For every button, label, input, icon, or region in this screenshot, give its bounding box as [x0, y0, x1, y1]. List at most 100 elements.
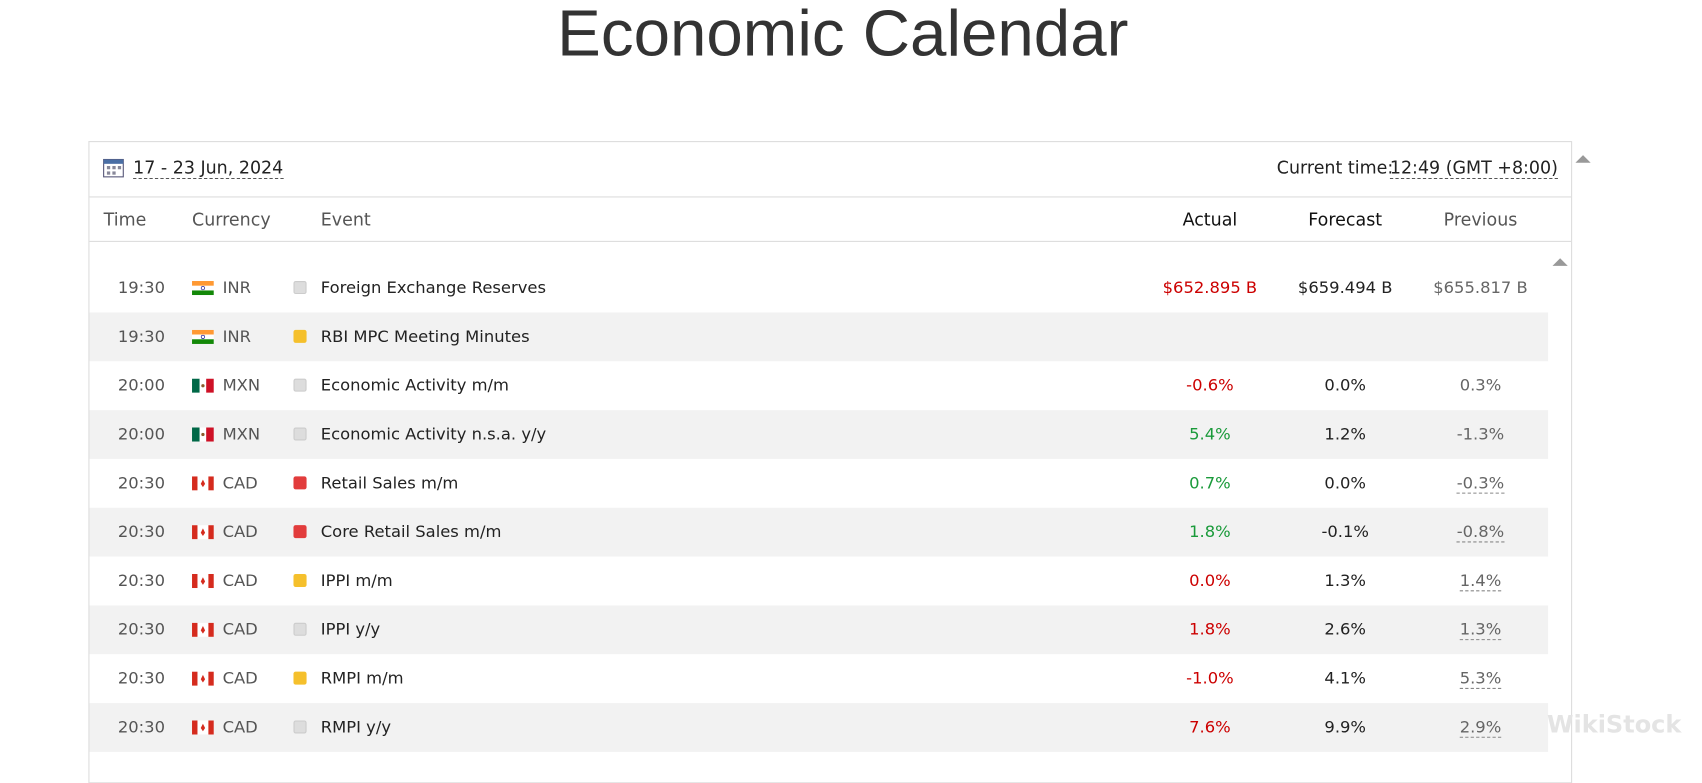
flag-icon [192, 622, 214, 637]
previous-value: -0.3% [1404, 459, 1557, 508]
page-title: Economic Calendar [557, 0, 1129, 70]
previous-text: 0.3% [1459, 375, 1502, 395]
column-header: Currency [192, 209, 271, 231]
time: 20:30 [117, 473, 165, 493]
flag-icon [192, 281, 214, 296]
time: 20:30 [117, 619, 165, 640]
forecast-value: 0.0% [1324, 375, 1366, 395]
flag-icon [192, 329, 214, 344]
importance-icon [293, 720, 307, 734]
time: 20:30 [117, 717, 165, 737]
currency: MXN [222, 424, 261, 444]
time: 20:00 [117, 375, 165, 395]
currency: MXN [222, 375, 261, 395]
table-header: Time Currency Event Actual Forecast Previous [89, 197, 1572, 242]
previous-value: 5.3% [1404, 654, 1557, 703]
forecast-value: 0.0% [1324, 473, 1366, 493]
currency: CAD [222, 473, 258, 493]
column-header: Actual [1182, 209, 1238, 231]
previous-text: $655.817 B [1433, 277, 1528, 298]
actual-value: -0.6% [1186, 375, 1234, 395]
event-name: RBI MPC Meeting Minutes [320, 326, 530, 347]
previous-text[interactable]: 5.3% [1459, 668, 1502, 689]
importance-icon [293, 671, 307, 685]
table-body: 19:30 INR Foreign Exchange Reserves $652.89… [89, 242, 1571, 782]
importance-icon [293, 476, 307, 490]
time: 19:30 [117, 277, 165, 298]
actual-value: 0.0% [1189, 570, 1231, 591]
previous-value: $655.817 B [1404, 264, 1557, 313]
calendar-icon[interactable] [103, 157, 125, 179]
event-name: Economic Activity n.s.a. y/y [320, 424, 547, 444]
date-range[interactable]: 17 - 23 Jun, 2024 [133, 157, 284, 180]
forecast-value: 1.3% [1324, 570, 1366, 591]
forecast-value: 4.1% [1324, 668, 1366, 688]
table-row: 20:30 CAD Core Retail Sales m/m 1.8% -0.1% -0… [89, 507, 1549, 557]
previous-text[interactable]: -0.8% [1456, 521, 1505, 543]
actual-value: 0.7% [1189, 473, 1231, 493]
forecast-value: 2.6% [1324, 619, 1366, 640]
actual-value: 1.8% [1189, 521, 1231, 542]
previous-value: -1.3% [1404, 410, 1557, 459]
actual-value: $652.895 B [1162, 277, 1258, 298]
table-row: 20:00 MXN Economic Activity n.s.a. y/y 5.4%… [89, 410, 1549, 459]
column-header: Time [103, 209, 147, 231]
table-row: 20:30 CAD RMPI m/m -1.0% 4.1% 5.3% [89, 654, 1549, 704]
flag-icon [192, 525, 214, 540]
column-header: Event [320, 209, 371, 231]
event-name: Foreign Exchange Reserves [320, 277, 547, 298]
flag-icon [192, 573, 214, 589]
watermark: WikiStock [1547, 711, 1682, 739]
previous-text[interactable]: -0.3% [1456, 473, 1505, 494]
currency: CAD [222, 521, 258, 542]
actual-value: 7.6% [1189, 717, 1231, 737]
current-time[interactable]: 12:49 (GMT +8:00) [1389, 157, 1558, 180]
page-scroll-up[interactable] [1574, 152, 1591, 165]
table-row: 20:30 CAD RMPI y/y 7.6% 9.9% 2.9% [89, 703, 1549, 752]
previous-text[interactable]: 2.9% [1459, 717, 1502, 738]
event-name: IPPI m/m [320, 570, 393, 591]
flag-icon [192, 671, 214, 686]
flag-icon [192, 476, 214, 491]
event-name: RMPI y/y [320, 717, 392, 737]
forecast-value: 9.9% [1324, 717, 1366, 737]
importance-icon [293, 329, 307, 343]
table-row: 20:30 CAD IPPI y/y 1.8% 2.6% 1.3% [89, 605, 1549, 655]
flag-icon [192, 720, 214, 735]
actual-value: -1.0% [1186, 668, 1234, 688]
currency: CAD [222, 619, 258, 640]
event-name: RMPI m/m [320, 668, 404, 688]
previous-text[interactable]: 1.4% [1459, 570, 1502, 592]
actual-value: 1.8% [1189, 619, 1231, 640]
currency: INR [222, 277, 252, 298]
importance-icon [293, 622, 307, 636]
previous-text[interactable]: 1.3% [1459, 619, 1502, 641]
currency: CAD [222, 570, 258, 591]
column-header: Previous [1443, 209, 1518, 231]
importance-icon [293, 573, 307, 587]
previous-value: 0.3% [1404, 361, 1557, 410]
event-name: Core Retail Sales m/m [320, 521, 502, 542]
forecast-value: -0.1% [1321, 521, 1369, 542]
previous-text: -1.3% [1456, 424, 1505, 444]
scroll-up[interactable] [1551, 255, 1568, 268]
page: Economic Calendar 17 - 23 Jun, 2024 Curr… [88, 0, 1682, 783]
table-row: 20:30 CAD IPPI m/m 0.0% 1.3% 1.4% [89, 556, 1549, 606]
event-name: Retail Sales m/m [320, 473, 459, 493]
table-row: 20:30 CAD Retail Sales m/m 0.7% 0.0% -0.3% [89, 458, 1549, 508]
table-row: 19:30 INR RBI MPC Meeting Minutes [89, 312, 1549, 362]
flag-icon [192, 378, 214, 393]
time: 20:30 [117, 521, 165, 542]
table-row: 20:00 MXN Economic Activity m/m -0.6% 0.0% 0.… [89, 361, 1549, 411]
importance-icon [293, 378, 307, 392]
time: 20:30 [117, 570, 165, 591]
currency: INR [222, 326, 252, 347]
currency: CAD [222, 668, 258, 688]
table-row: 19:30 INR Foreign Exchange Reserves $652.89… [89, 263, 1549, 313]
previous-value: 1.4% [1404, 557, 1557, 606]
importance-icon [293, 525, 307, 539]
calendar-panel: 17 - 23 Jun, 2024 Current time: 12:49 (G… [88, 141, 1573, 783]
previous-value: 1.3% [1404, 605, 1557, 654]
previous-value: -0.8% [1404, 508, 1557, 557]
toolbar: 17 - 23 Jun, 2024 Current time: 12:49 (G… [89, 142, 1572, 198]
